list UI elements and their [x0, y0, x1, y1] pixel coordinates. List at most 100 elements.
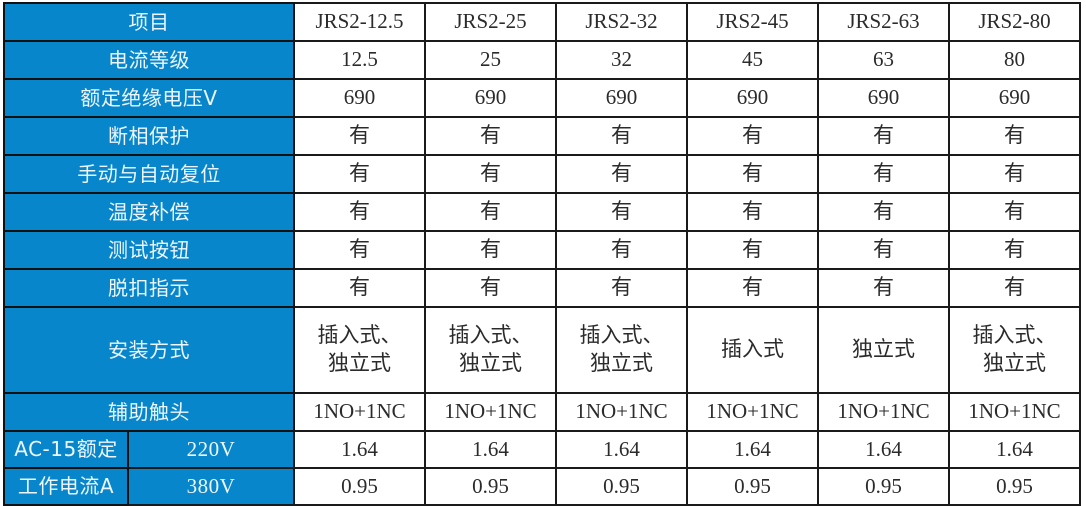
table-row: 电流等级 12.5 25 32 45 63 80	[3, 40, 1081, 80]
table-cell: 有	[424, 192, 557, 232]
table-cell: 12.5	[293, 40, 426, 80]
header-model-5: JRS2-63	[817, 2, 950, 42]
table-cell: 有	[817, 192, 950, 232]
table-cell: 有	[686, 230, 819, 270]
table-cell: 有	[555, 116, 688, 156]
row-label-auxiliary-contact: 辅助触头	[3, 392, 295, 432]
table-cell: 1.64	[424, 430, 557, 469]
table-row: 断相保护 有 有 有 有 有 有	[3, 116, 1081, 156]
table-cell: 有	[948, 230, 1081, 270]
table-cell: 插入式、 独立式	[948, 306, 1081, 394]
header-model-4: JRS2-45	[686, 2, 819, 42]
table-cell-line: 插入式、	[972, 323, 1057, 348]
table-cell: 有	[948, 116, 1081, 156]
table-cell: 690	[817, 78, 950, 118]
table-cell-line: 独立式	[590, 351, 653, 375]
table-cell: 有	[948, 154, 1081, 194]
product-specification-table: 项目 JRS2-12.5 JRS2-25 JRS2-32 JRS2-45 JRS…	[3, 2, 1081, 506]
table-cell: 有	[817, 230, 950, 270]
table-cell: 1.64	[948, 430, 1081, 469]
table-cell: 1NO+1NC	[555, 392, 688, 432]
table-cell: 插入式、 独立式	[293, 306, 426, 394]
table-cell: 有	[686, 116, 819, 156]
header-model-1: JRS2-12.5	[293, 2, 426, 42]
row-label-phase-failure-protection: 断相保护	[3, 116, 295, 156]
table-cell: 690	[686, 78, 819, 118]
header-row-label: 项目	[3, 2, 295, 42]
row-label-test-button: 测试按钮	[3, 230, 295, 270]
table-cell: 有	[817, 116, 950, 156]
table-cell: 0.95	[555, 467, 688, 506]
row-label-temperature-compensation: 温度补偿	[3, 192, 295, 232]
table-cell: 插入式	[686, 306, 819, 394]
table-cell: 有	[555, 230, 688, 270]
table-row: 手动与自动复位 有 有 有 有 有 有	[3, 154, 1081, 194]
table-header-row: 项目 JRS2-12.5 JRS2-25 JRS2-32 JRS2-45 JRS…	[3, 2, 1081, 42]
table-cell: 1.64	[293, 430, 426, 469]
sub-row-label-220v: 220V	[127, 430, 295, 469]
table-cell: 45	[686, 40, 819, 80]
row-label-manual-auto-reset: 手动与自动复位	[3, 154, 295, 194]
table-cell: 有	[686, 268, 819, 308]
table-cell: 插入式、 独立式	[424, 306, 557, 394]
table-cell: 有	[293, 268, 426, 308]
table-cell-line: 插入式、	[579, 323, 664, 348]
table-cell: 63	[817, 40, 950, 80]
table-cell: 有	[293, 192, 426, 232]
table-cell: 有	[555, 268, 688, 308]
header-model-3: JRS2-32	[555, 2, 688, 42]
table-cell: 1NO+1NC	[817, 392, 950, 432]
header-model-6: JRS2-80	[948, 2, 1081, 42]
table-cell-line: 独立式	[983, 351, 1046, 375]
table-cell: 有	[948, 192, 1081, 232]
table-cell: 有	[293, 154, 426, 194]
table-cell-line: 插入式、	[448, 323, 533, 348]
row-label-rated-insulation-voltage: 额定绝缘电压V	[3, 78, 295, 118]
table-cell: 有	[948, 268, 1081, 308]
table-cell-line: 插入式、	[317, 323, 402, 348]
row-label-mounting-type: 安装方式	[3, 306, 295, 394]
table-row: 脱扣指示 有 有 有 有 有 有	[3, 268, 1081, 308]
table-cell: 1NO+1NC	[686, 392, 819, 432]
table-cell: 有	[686, 154, 819, 194]
group-label-ac15-rated-current-line1: AC-15额定	[3, 430, 129, 469]
table-cell: 有	[424, 116, 557, 156]
table-row: AC-15额定 220V 1.64 1.64 1.64 1.64 1.64 1.…	[3, 430, 1081, 469]
table-cell: 0.95	[817, 467, 950, 506]
table-cell: 80	[948, 40, 1081, 80]
row-label-trip-indication: 脱扣指示	[3, 268, 295, 308]
table-row: 工作电流A 380V 0.95 0.95 0.95 0.95 0.95 0.95	[3, 467, 1081, 506]
table-cell: 1NO+1NC	[293, 392, 426, 432]
table-cell-line: 独立式	[459, 351, 522, 375]
table-row: 额定绝缘电压V 690 690 690 690 690 690	[3, 78, 1081, 118]
table-cell: 1.64	[555, 430, 688, 469]
table-cell: 25	[424, 40, 557, 80]
table-cell: 有	[686, 192, 819, 232]
table-cell: 0.95	[948, 467, 1081, 506]
table-cell: 1.64	[817, 430, 950, 469]
table-row: 辅助触头 1NO+1NC 1NO+1NC 1NO+1NC 1NO+1NC 1NO…	[3, 392, 1081, 432]
row-label-current-rating: 电流等级	[3, 40, 295, 80]
table-cell: 0.95	[686, 467, 819, 506]
table-row: 温度补偿 有 有 有 有 有 有	[3, 192, 1081, 232]
table-cell: 690	[293, 78, 426, 118]
table-cell: 32	[555, 40, 688, 80]
table-row: 安装方式 插入式、 独立式 插入式、 独立式 插入式、	[3, 306, 1081, 394]
table-cell: 有	[555, 192, 688, 232]
table-row: 测试按钮 有 有 有 有 有 有	[3, 230, 1081, 270]
table-cell: 1NO+1NC	[948, 392, 1081, 432]
table-cell: 0.95	[293, 467, 426, 506]
table-cell: 有	[424, 268, 557, 308]
table-cell: 690	[948, 78, 1081, 118]
table-cell: 有	[817, 268, 950, 308]
table-cell: 有	[424, 230, 557, 270]
table-cell: 0.95	[424, 467, 557, 506]
header-model-2: JRS2-25	[424, 2, 557, 42]
table-cell: 有	[555, 154, 688, 194]
table-cell: 690	[424, 78, 557, 118]
table-cell: 插入式、 独立式	[555, 306, 688, 394]
sub-row-label-380v: 380V	[127, 467, 295, 506]
table-cell: 1NO+1NC	[424, 392, 557, 432]
table-cell-line: 独立式	[328, 351, 391, 375]
